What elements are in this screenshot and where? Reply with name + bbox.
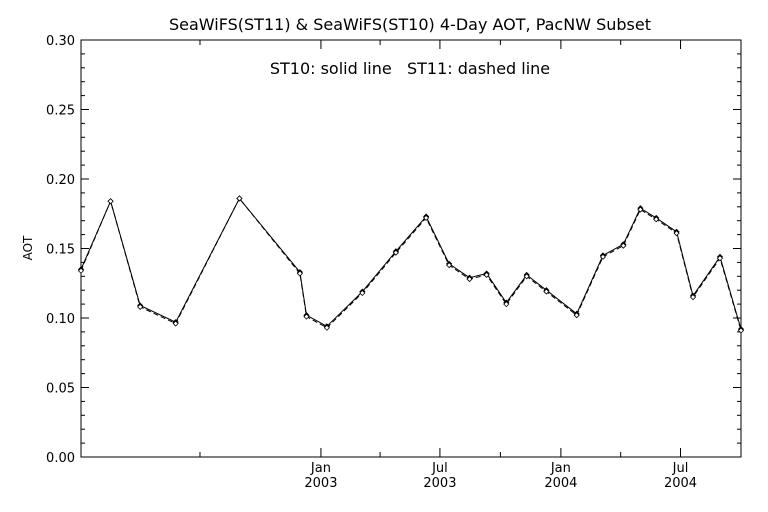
data-point-st11 <box>172 320 179 327</box>
data-point-st11 <box>737 327 745 334</box>
data-point-st11 <box>599 253 607 260</box>
y-tick-label: 0.05 <box>46 382 75 397</box>
data-point-st11 <box>716 255 724 262</box>
data-point-st11 <box>77 267 85 274</box>
data-point-st11 <box>323 324 330 331</box>
series-line-st10 <box>80 197 742 330</box>
data-point-st11 <box>359 289 366 297</box>
series-style-annotation: ST10: solid line ST11: dashed line <box>270 59 550 78</box>
y-tick-label: 0.15 <box>46 243 75 258</box>
series-line-st11 <box>80 197 742 331</box>
y-tick-label: 0.00 <box>46 451 75 466</box>
x-tick-label-month: Jul <box>672 461 689 476</box>
data-point-st11 <box>446 262 453 269</box>
data-point-st11 <box>137 303 144 310</box>
y-tick-label: 0.25 <box>46 104 75 119</box>
data-point-st11 <box>303 313 310 320</box>
chart-title: SeaWiFS(ST11) & SeaWiFS(ST10) 4-Day AOT,… <box>169 15 651 34</box>
data-point-st11 <box>637 206 644 213</box>
plot-frame <box>80 39 742 458</box>
data-point-st11 <box>296 270 303 277</box>
data-point-st11 <box>689 294 697 301</box>
data-point-st11 <box>673 230 680 237</box>
x-tick-label-month: Jul <box>431 461 448 476</box>
y-tick-label: 0.10 <box>46 312 75 327</box>
y-axis: 0.00 0.05 0.10 0.15 0.20 0.25 0.30 <box>46 34 741 466</box>
data-point-st11 <box>466 276 473 283</box>
y-tick-label: 0.30 <box>46 34 75 49</box>
data-point-st11 <box>573 312 580 319</box>
data-point-st11 <box>503 301 510 308</box>
data-point-st11 <box>653 216 660 223</box>
data-point-st11 <box>523 273 530 280</box>
data-point-st11 <box>483 271 490 278</box>
data-point-st11 <box>392 249 399 256</box>
x-tick-label-year: 2004 <box>544 476 577 491</box>
data-point-st11 <box>107 198 114 205</box>
x-tick-label-month: Jan <box>550 461 571 476</box>
data-point-st11 <box>236 195 243 202</box>
x-tick-label-year: 2003 <box>304 476 337 491</box>
y-tick-label: 0.20 <box>46 173 75 188</box>
x-tick-label-year: 2003 <box>423 476 456 491</box>
y-axis-label: AOT <box>21 235 35 260</box>
x-tick-label-year: 2004 <box>664 476 697 491</box>
data-point-st11 <box>423 214 430 221</box>
data-point-st11 <box>620 242 627 249</box>
x-tick-label-month: Jan <box>310 461 331 476</box>
series-layer <box>77 195 745 334</box>
data-point-st11 <box>543 288 550 295</box>
